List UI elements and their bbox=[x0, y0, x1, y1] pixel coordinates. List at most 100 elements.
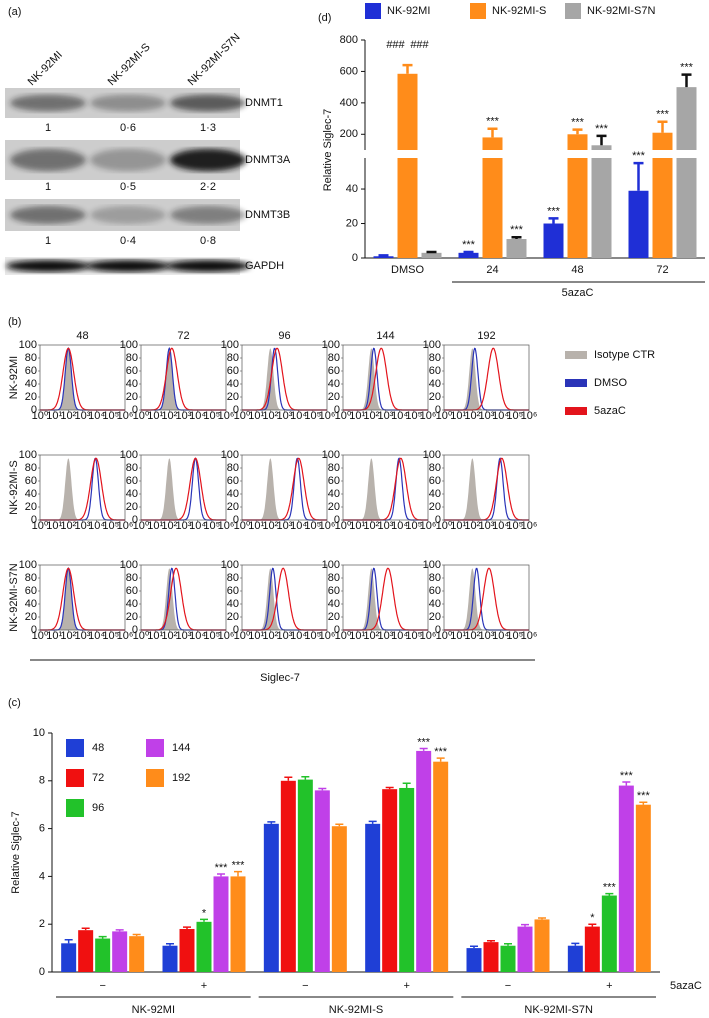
error-bar bbox=[81, 927, 90, 931]
row-label: DNMT3B bbox=[245, 209, 290, 221]
y-tick-label: 40 bbox=[126, 488, 138, 500]
bar bbox=[543, 223, 564, 258]
x-tick-label: 10⁰ bbox=[436, 410, 453, 422]
legend-swatch bbox=[470, 3, 486, 19]
y-tick-label: 100 bbox=[221, 449, 239, 461]
error-bar bbox=[132, 933, 141, 937]
x-tick-label: 10³ bbox=[378, 630, 394, 642]
blot-band bbox=[10, 206, 86, 224]
x-tick-label: 10⁵ bbox=[506, 520, 523, 532]
x-tick-label: 10⁶ bbox=[218, 410, 235, 422]
x-tick-label: 10⁵ bbox=[102, 630, 119, 642]
y-tick-label: 100 bbox=[120, 559, 138, 571]
y-tick-label: 0 bbox=[334, 624, 340, 636]
treatment-label: 5azaC bbox=[562, 287, 594, 299]
x-tick-label: 10⁶ bbox=[420, 410, 437, 422]
legend-label: 144 bbox=[172, 742, 190, 754]
x-tick-label: 10⁰ bbox=[335, 630, 352, 642]
histogram-curve bbox=[141, 347, 226, 411]
x-tick-label: 10⁵ bbox=[102, 520, 119, 532]
x-tick-label: 10⁶ bbox=[117, 630, 134, 642]
x-tick-label: 10⁴ bbox=[492, 520, 509, 532]
y-tick-label: 20 bbox=[25, 391, 37, 403]
isotype-curve bbox=[40, 458, 125, 520]
bar bbox=[129, 936, 145, 972]
error-bar bbox=[487, 127, 498, 138]
y-tick-label: 80 bbox=[126, 462, 138, 474]
bar bbox=[382, 789, 398, 972]
x-tick-label: 10² bbox=[363, 410, 379, 422]
y-tick-label: 20 bbox=[25, 611, 37, 623]
x-tick-label: 10³ bbox=[277, 520, 293, 532]
y-tick-label: 80 bbox=[126, 352, 138, 364]
bar bbox=[458, 252, 479, 258]
x-tick-label: 10³ bbox=[479, 520, 495, 532]
significance: *** bbox=[637, 790, 651, 802]
legend-label: NK-92MI-S7N bbox=[587, 5, 656, 17]
x-tick-label: 10³ bbox=[176, 410, 192, 422]
y-tick-label: 800 bbox=[340, 34, 358, 46]
band-value: 0·8 bbox=[200, 235, 216, 247]
x-tick-label: 10⁴ bbox=[290, 520, 307, 532]
y-tick-label: 80 bbox=[328, 572, 340, 584]
y-tick-label: 60 bbox=[227, 585, 239, 597]
error-bar bbox=[622, 781, 631, 786]
x-tick-label: 10² bbox=[262, 630, 278, 642]
y-tick-label: 0 bbox=[334, 514, 340, 526]
x-tick-label: 10⁰ bbox=[335, 520, 352, 532]
histogram-curve bbox=[141, 347, 226, 411]
x-tick-label: 10² bbox=[262, 410, 278, 422]
x-tick-label: 10⁶ bbox=[420, 630, 437, 642]
column-label: 144 bbox=[376, 330, 394, 342]
error-bar bbox=[368, 820, 377, 824]
panel-frame bbox=[443, 454, 530, 521]
bar bbox=[179, 928, 195, 972]
annotation: ### bbox=[410, 39, 429, 51]
x-tick-label: 10¹ bbox=[46, 410, 62, 422]
histogram-curve bbox=[343, 457, 428, 521]
blot-band bbox=[170, 148, 246, 172]
y-tick-label: 20 bbox=[328, 611, 340, 623]
histogram-curve bbox=[141, 567, 226, 631]
y-tick-label: 60 bbox=[126, 585, 138, 597]
significance: * bbox=[202, 907, 207, 919]
histogram-curve bbox=[444, 347, 529, 411]
panel-frame bbox=[342, 454, 429, 521]
isotype-curve bbox=[242, 458, 327, 520]
band-value: 0·4 bbox=[120, 235, 136, 247]
y-tick-label: 40 bbox=[328, 598, 340, 610]
blot-band bbox=[166, 260, 250, 272]
y-tick-label: 20 bbox=[429, 611, 441, 623]
y-tick-label: 20 bbox=[126, 611, 138, 623]
significance: *** bbox=[571, 116, 585, 128]
error-bar bbox=[572, 128, 583, 135]
x-tick-label: 10⁶ bbox=[117, 520, 134, 532]
x-tick-label: 10⁴ bbox=[492, 630, 509, 642]
y-tick-label: 40 bbox=[126, 378, 138, 390]
panel-label: (d) bbox=[318, 12, 331, 24]
x-tick-label: 10⁰ bbox=[133, 520, 150, 532]
error-bar bbox=[335, 823, 344, 827]
y-tick-label: 60 bbox=[429, 365, 441, 377]
y-tick-label: 20 bbox=[227, 501, 239, 513]
bar bbox=[78, 930, 94, 972]
bar-lower bbox=[397, 158, 418, 258]
y-tick-label: 80 bbox=[429, 572, 441, 584]
bar bbox=[416, 750, 432, 972]
error-bar bbox=[463, 250, 474, 254]
y-tick-label: 100 bbox=[19, 559, 37, 571]
y-tick-label: 20 bbox=[227, 611, 239, 623]
x-tick-label: 10¹ bbox=[46, 520, 62, 532]
error-bar bbox=[633, 161, 644, 191]
isotype-curve bbox=[242, 348, 327, 410]
y-tick-label: 0 bbox=[132, 624, 138, 636]
column-label: NK-92MI-S bbox=[106, 41, 153, 88]
bar bbox=[230, 876, 246, 972]
histogram-curve bbox=[40, 347, 125, 411]
x-tick-label: 10³ bbox=[378, 520, 394, 532]
x-tick-label: 10³ bbox=[378, 410, 394, 422]
bar bbox=[331, 826, 347, 972]
error-bar bbox=[681, 73, 692, 88]
y-tick-label: 40 bbox=[25, 488, 37, 500]
bar bbox=[314, 790, 330, 972]
